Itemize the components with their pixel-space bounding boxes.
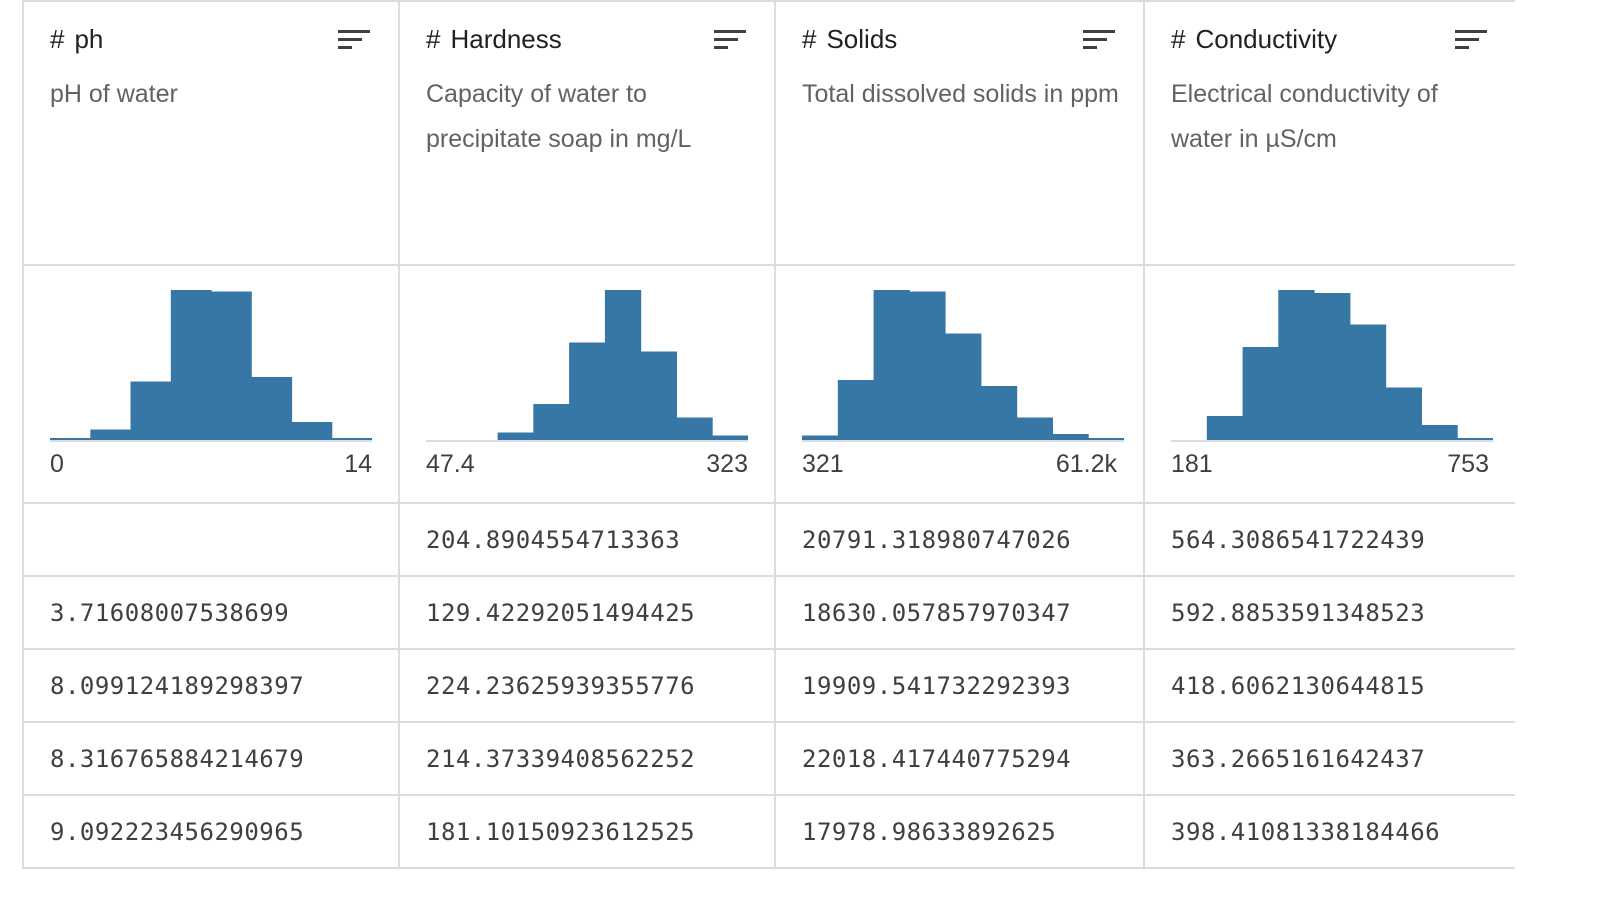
- table-cell[interactable]: 363.2665161642437: [1145, 723, 1515, 796]
- histogram-bar[interactable]: [640, 351, 677, 441]
- column-description: Electrical conductivity of water in µS/c…: [1171, 80, 1438, 153]
- table-cell[interactable]: [24, 504, 398, 577]
- numeric-type-icon: #: [426, 24, 441, 54]
- histogram-bar[interactable]: [331, 438, 372, 440]
- table-cell[interactable]: 129.42292051494425: [400, 577, 774, 650]
- column-description: Capacity of water to precipitate soap in…: [426, 80, 692, 153]
- histogram-bar[interactable]: [909, 291, 946, 441]
- histogram-bar[interactable]: [837, 380, 875, 440]
- histogram-bar[interactable]: [802, 435, 839, 441]
- numeric-type-icon: #: [1171, 24, 1186, 54]
- table-cell[interactable]: 8.316765884214679: [24, 723, 398, 796]
- column-hardness: # Hardness Capacity of water to precipita…: [400, 2, 776, 869]
- histogram-cell: 47.4 323: [400, 266, 774, 504]
- histogram-bar[interactable]: [1016, 417, 1053, 441]
- histogram-bar[interactable]: [980, 386, 1018, 440]
- histogram-bar[interactable]: [945, 333, 982, 441]
- range-max: 61.2k: [1055, 450, 1117, 478]
- histogram-bar[interactable]: [497, 432, 534, 441]
- table-cell[interactable]: 224.23625939355776: [400, 650, 774, 723]
- table-cell[interactable]: 418.6062130644815: [1145, 650, 1515, 723]
- table-cell[interactable]: 22018.417440775294: [776, 723, 1143, 796]
- range-min: 0: [50, 450, 64, 478]
- histogram-cell: 181 753: [1145, 266, 1515, 504]
- data-table: # ph pH of water 0 14 3.71608007538699 8.0…: [22, 0, 1515, 869]
- histogram-bar[interactable]: [1052, 434, 1089, 440]
- column-header[interactable]: # Conductivity Electrical conductivity of…: [1145, 2, 1515, 266]
- column-conductivity: # Conductivity Electrical conductivity of…: [1145, 2, 1515, 869]
- column-solids: # Solids Total dissolved solids in ppm 32…: [776, 2, 1145, 869]
- sort-icon[interactable]: [1083, 28, 1115, 52]
- histogram-bar[interactable]: [1206, 416, 1244, 440]
- column-header[interactable]: # ph pH of water: [24, 2, 398, 266]
- histogram-bar[interactable]: [251, 377, 293, 440]
- histogram[interactable]: [50, 284, 372, 444]
- histogram-bar[interactable]: [712, 435, 748, 441]
- range-min: 181: [1171, 450, 1213, 478]
- column-description: Total dissolved solids in ppm: [802, 80, 1119, 108]
- histogram-bar[interactable]: [90, 429, 132, 441]
- histogram[interactable]: [426, 284, 748, 444]
- table-cell[interactable]: 214.37339408562252: [400, 723, 774, 796]
- histogram-bar[interactable]: [1314, 293, 1351, 440]
- histogram-bar[interactable]: [291, 422, 333, 440]
- histogram-bar[interactable]: [569, 342, 606, 441]
- histogram-bar[interactable]: [1385, 387, 1422, 441]
- column-header[interactable]: # Solids Total dissolved solids in ppm: [776, 2, 1143, 266]
- range-max: 753: [1447, 450, 1489, 478]
- histogram-bar[interactable]: [604, 290, 642, 440]
- column-name: Conductivity: [1195, 24, 1338, 54]
- histogram-cell: 0 14: [24, 266, 398, 504]
- histogram-bar[interactable]: [130, 381, 172, 441]
- histogram-cell: 321 61.2k: [776, 266, 1143, 504]
- histogram-bar[interactable]: [1421, 425, 1458, 440]
- range-max: 323: [706, 450, 748, 478]
- table-cell[interactable]: 19909.541732292393: [776, 650, 1143, 723]
- range-min: 47.4: [426, 450, 475, 478]
- table-cell[interactable]: 8.099124189298397: [24, 650, 398, 723]
- histogram-bar[interactable]: [1242, 347, 1279, 440]
- table-cell[interactable]: 20791.318980747026: [776, 504, 1143, 577]
- table-cell[interactable]: 204.8904554713363: [400, 504, 774, 577]
- table-cell[interactable]: 17978.98633892625: [776, 796, 1143, 869]
- histogram-bar[interactable]: [170, 290, 212, 440]
- table-cell[interactable]: 592.8853591348523: [1145, 577, 1515, 650]
- column-description: pH of water: [50, 80, 178, 108]
- table-cell[interactable]: 18630.057857970347: [776, 577, 1143, 650]
- histogram[interactable]: [802, 284, 1124, 444]
- sort-icon[interactable]: [714, 28, 746, 52]
- sort-icon[interactable]: [1455, 28, 1487, 52]
- column-name: ph: [74, 24, 104, 54]
- histogram-bar[interactable]: [1349, 324, 1387, 441]
- histogram[interactable]: [1171, 284, 1493, 444]
- histogram-bar[interactable]: [873, 290, 910, 440]
- column-header[interactable]: # Hardness Capacity of water to precipita…: [400, 2, 774, 266]
- numeric-type-icon: #: [50, 24, 65, 54]
- range-max: 14: [344, 450, 372, 478]
- column-name: Hardness: [450, 24, 562, 54]
- histogram-bar[interactable]: [50, 438, 91, 440]
- histogram-bar[interactable]: [676, 417, 713, 441]
- table-cell[interactable]: 398.41081338184466: [1145, 796, 1515, 869]
- table-cell[interactable]: 9.092223456290965: [24, 796, 398, 869]
- histogram-bar[interactable]: [1278, 290, 1315, 440]
- table-cell[interactable]: 3.71608007538699: [24, 577, 398, 650]
- table-cell[interactable]: 564.3086541722439: [1145, 504, 1515, 577]
- histogram-bar[interactable]: [211, 291, 252, 441]
- column-name: Solids: [826, 24, 898, 54]
- numeric-type-icon: #: [802, 24, 817, 54]
- column-ph: # ph pH of water 0 14 3.71608007538699 8.0…: [24, 2, 400, 869]
- range-min: 321: [802, 450, 844, 478]
- histogram-bar[interactable]: [533, 404, 570, 440]
- histogram-bar[interactable]: [1088, 438, 1124, 440]
- histogram-bar[interactable]: [1457, 438, 1493, 440]
- sort-icon[interactable]: [338, 28, 370, 52]
- table-cell[interactable]: 181.10150923612525: [400, 796, 774, 869]
